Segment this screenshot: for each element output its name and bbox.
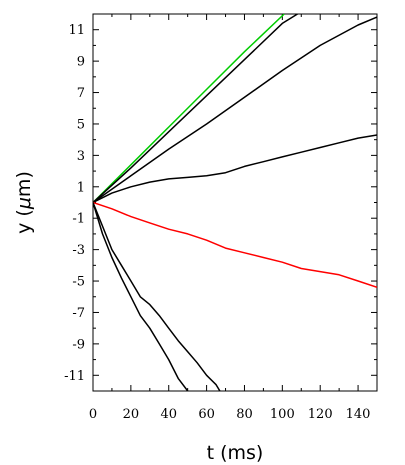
y-tick-label: 9 bbox=[77, 55, 85, 70]
y-tick-label: -7 bbox=[72, 306, 85, 321]
x-tick-label: 20 bbox=[123, 407, 140, 422]
y-tick-label: 5 bbox=[77, 117, 85, 132]
data-series bbox=[93, 14, 377, 391]
series-line-2 bbox=[93, 14, 298, 204]
x-tick-label: 80 bbox=[236, 407, 253, 422]
y-tick-label: 11 bbox=[68, 23, 85, 38]
x-tick-label: 140 bbox=[346, 407, 371, 422]
series-line-3 bbox=[93, 16, 377, 204]
y-tick-label: 3 bbox=[77, 149, 85, 164]
y-tick-label: -3 bbox=[72, 243, 85, 258]
y-tick-label: 7 bbox=[77, 86, 85, 101]
y-axis-title-symbol: μ bbox=[13, 197, 35, 210]
axis-ticks bbox=[92, 13, 378, 392]
y-axis-title: y (μm) bbox=[13, 171, 35, 234]
y-axis-title-part: m) bbox=[13, 171, 35, 197]
series-line-6 bbox=[93, 202, 221, 391]
y-tick-label: -5 bbox=[72, 275, 85, 290]
plot-frame bbox=[92, 13, 378, 392]
series-line-7 bbox=[93, 202, 189, 391]
series-line-1 bbox=[93, 14, 285, 204]
y-axis-title-part: y ( bbox=[13, 209, 35, 234]
x-tick-label: 100 bbox=[270, 407, 295, 422]
series-line-5 bbox=[93, 201, 377, 289]
x-tick-label: 60 bbox=[198, 407, 215, 422]
x-axis-title: t (ms) bbox=[207, 442, 264, 464]
y-tick-label: -11 bbox=[64, 369, 85, 384]
y-tick-label: -1 bbox=[72, 212, 85, 227]
x-tick-label: 0 bbox=[89, 407, 97, 422]
y-tick-label: -9 bbox=[72, 337, 85, 352]
x-tick-label: 40 bbox=[160, 407, 177, 422]
x-tick-label: 120 bbox=[308, 407, 333, 422]
y-tick-label: 1 bbox=[77, 180, 85, 195]
axis-tick-labels: 0 20 40 60 80 100 120 140 11 9 7 5 3 1 -1 -3 -5 -7 -9 -11 bbox=[64, 23, 370, 422]
series-line-4 bbox=[93, 134, 377, 204]
